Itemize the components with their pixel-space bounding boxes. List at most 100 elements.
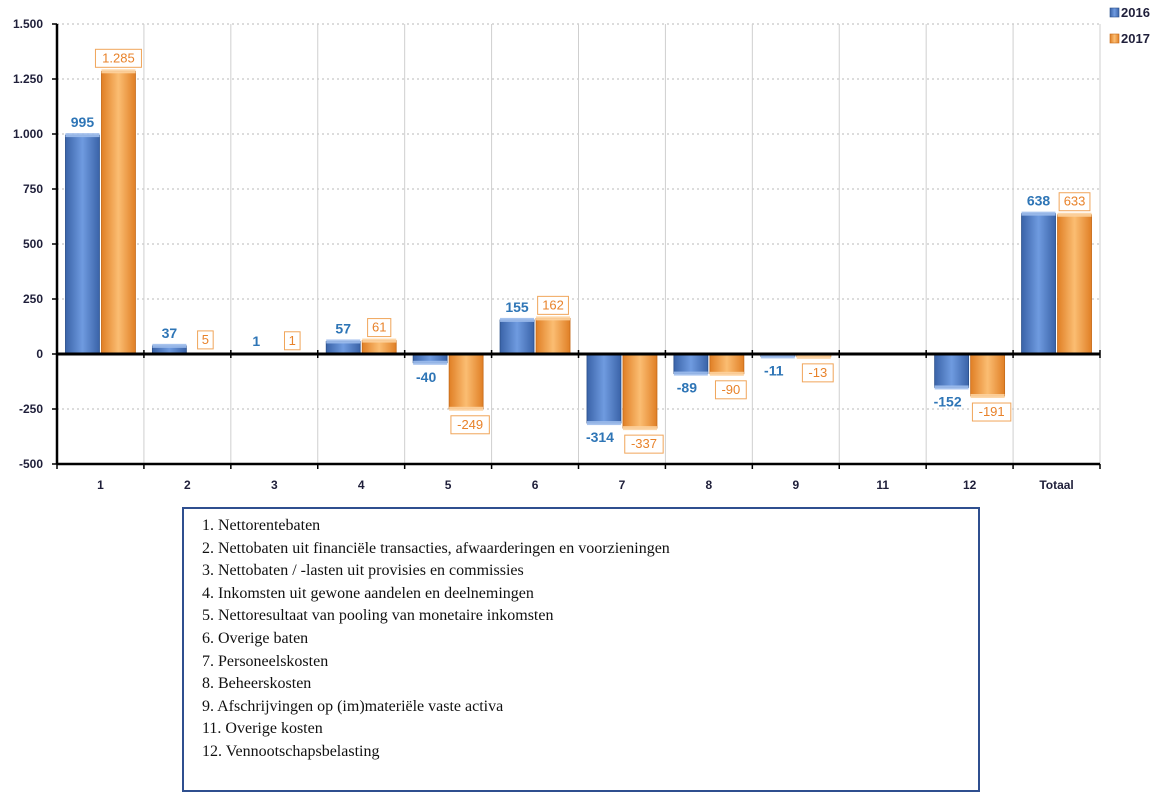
bar-2017-12 xyxy=(970,353,1006,397)
data-label-box-2017 xyxy=(197,330,214,350)
data-label-box-2017 xyxy=(801,363,834,383)
data-label-2016: 995 xyxy=(71,114,95,130)
bar-2016-7 xyxy=(586,353,622,424)
data-label-2017: 633 xyxy=(1064,194,1086,209)
bar-2016-6 xyxy=(499,319,535,355)
legend-item: 1. Nettorentebaten xyxy=(202,517,321,534)
data-label-2017: -191 xyxy=(979,404,1005,419)
data-label-2017: -249 xyxy=(457,417,483,432)
legend-item: 8. Beheerskosten xyxy=(202,675,312,693)
legend-item: 4. Inkomsten uit gewone aandelen en deel… xyxy=(202,584,534,602)
series-legend: 2016 2017 xyxy=(1109,5,1150,46)
data-label-2016: -40 xyxy=(416,369,436,385)
category-legend-box: 1. Nettorentebaten 2. Nettobaten uit fina… xyxy=(182,507,980,792)
bar-cap xyxy=(362,338,397,343)
y-tick-label: 0 xyxy=(36,347,43,361)
x-tick-label: 5 xyxy=(445,478,452,492)
grid-lines xyxy=(57,23,1101,464)
x-tick-label: 2 xyxy=(184,478,191,492)
data-label-2016: -89 xyxy=(677,380,697,396)
data-label-2016: -314 xyxy=(586,429,614,445)
legend-item: 3. Nettobaten / -lasten uit provisies en… xyxy=(202,562,524,580)
bar-cap xyxy=(413,360,448,365)
x-tick-label: 11 xyxy=(876,478,889,492)
bar-2017-7 xyxy=(622,353,658,429)
x-tick-label: Totaal xyxy=(1039,478,1073,492)
bar-2016-12 xyxy=(934,353,970,388)
data-label-2017: 1 xyxy=(289,333,296,348)
bar-2017-Totaal xyxy=(1057,214,1092,355)
bar-cap xyxy=(586,421,621,426)
data-label-2016: -11 xyxy=(764,362,784,378)
bar-cap xyxy=(796,354,831,359)
legend-label-2017: 2017 xyxy=(1121,31,1150,46)
data-label-2017: 61 xyxy=(372,320,386,335)
bar-2017-8 xyxy=(709,353,745,375)
legend-item: 7. Personeelskosten xyxy=(202,652,329,670)
bar-cap xyxy=(1021,211,1056,216)
data-label-box-2017 xyxy=(971,402,1012,422)
data-label-box-2017 xyxy=(94,48,142,68)
bar-cap xyxy=(65,133,100,138)
x-tick-label: 8 xyxy=(706,478,713,492)
data-label-2017: 162 xyxy=(542,297,564,312)
bar-cap xyxy=(760,354,795,359)
bar-2017-5 xyxy=(448,353,484,410)
x-tick-label: 3 xyxy=(271,478,278,492)
bar-cap xyxy=(101,69,136,74)
data-label-2016: 37 xyxy=(162,325,178,341)
data-labels: 995 1.285 37 5 1 1 57 61 -40 -249 155 162 -314 -337 -8… xyxy=(71,48,1091,454)
bars xyxy=(65,69,1092,431)
data-label-2016: 638 xyxy=(1027,193,1051,209)
data-label-2017: 5 xyxy=(202,332,209,347)
bar-2016-Totaal xyxy=(1021,213,1056,355)
y-tick-label: -250 xyxy=(19,402,43,416)
bar-cap xyxy=(500,317,535,322)
data-label-2016: 57 xyxy=(335,320,351,336)
y-tick-label: 1.000 xyxy=(13,127,43,141)
category-legend-list: 1. Nettorentebaten 2. Nettobaten uit fina… xyxy=(184,509,978,764)
y-tick-label: 250 xyxy=(23,292,43,306)
x-tick-label: 12 xyxy=(963,478,977,492)
bar-cap xyxy=(1057,212,1092,217)
bar-2016-8 xyxy=(673,353,709,374)
bar-cap xyxy=(673,371,708,376)
y-tick-label: 1.250 xyxy=(13,72,43,86)
legend-swatch-2017 xyxy=(1109,33,1120,44)
bar-cap xyxy=(970,394,1005,399)
data-label-box-2017 xyxy=(624,434,664,454)
bar-cap xyxy=(622,426,657,431)
bar-2017-1 xyxy=(101,70,136,355)
legend-item: 5. Nettoresultaat van pooling van moneta… xyxy=(202,607,554,625)
y-tick-label: 750 xyxy=(23,182,43,196)
data-label-2016: 1 xyxy=(252,333,260,349)
bar-cap xyxy=(449,406,484,411)
x-tick-label: 7 xyxy=(619,478,626,492)
data-label-2017: 1.285 xyxy=(102,50,135,65)
x-tick-label: 6 xyxy=(532,478,539,492)
legend-swatch-2016 xyxy=(1109,7,1120,18)
bar-2017-4 xyxy=(361,340,397,355)
bar-cap xyxy=(152,343,187,348)
data-label-2016: 155 xyxy=(505,299,529,315)
data-label-box-2017 xyxy=(367,318,392,338)
y-tick-label: -500 xyxy=(19,457,43,471)
bar-cap xyxy=(709,371,744,376)
data-label-box-2017 xyxy=(714,380,747,400)
legend-item: 12. Vennootschapsbelasting xyxy=(202,742,380,760)
x-tick-label: 4 xyxy=(358,478,365,492)
legend-item: 9. Afschrijvingen op (im)materiële vaste… xyxy=(202,697,504,715)
data-label-2016: -152 xyxy=(934,393,962,409)
data-label-2017: -337 xyxy=(631,436,657,451)
legend-label-2016: 2016 xyxy=(1121,5,1150,20)
data-label-box-2017 xyxy=(1058,192,1091,212)
y-tick-label: 1.500 xyxy=(13,17,43,31)
x-tick-label: 9 xyxy=(792,478,799,492)
bar-cap xyxy=(536,316,571,321)
data-label-2017: -90 xyxy=(721,382,740,397)
legend-item: 6. Overige baten xyxy=(202,629,309,647)
bar-cap xyxy=(326,339,361,344)
y-tick-label: 500 xyxy=(23,237,43,251)
